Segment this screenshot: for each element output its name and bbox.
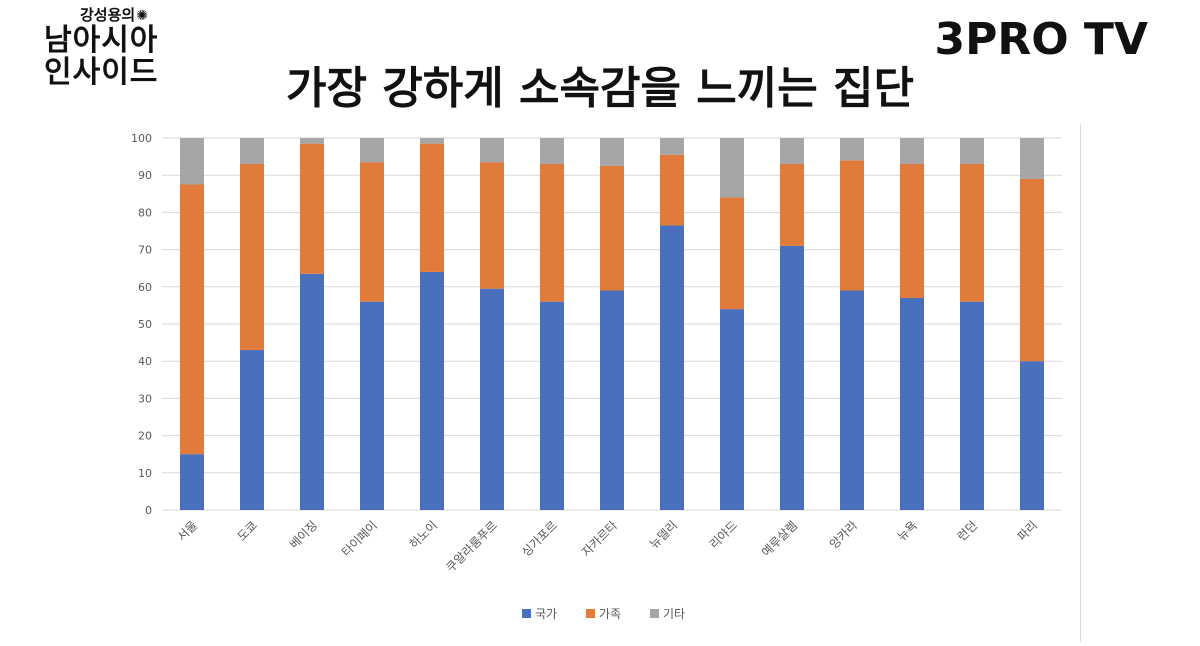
bar-가족-베이징	[300, 143, 324, 274]
x-tick-label: 런던	[955, 518, 981, 544]
legend-label: 국가	[535, 607, 557, 621]
x-tick-label: 타이페이	[339, 518, 380, 559]
logo-left: 강성용의✺ 남아시아 인사이드	[44, 4, 194, 90]
bar-가족-리야드	[720, 197, 744, 310]
bar-기타-하노이	[420, 138, 444, 144]
bar-국가-쿠알라룸푸르	[480, 288, 504, 510]
bar-가족-싱가포르	[540, 164, 564, 302]
y-tick-label: 20	[138, 430, 152, 443]
bar-국가-싱가포르	[540, 301, 564, 510]
bar-가족-타이페이	[360, 162, 384, 302]
bar-국가-예루살렘	[780, 245, 804, 510]
legend-swatch-기타	[650, 609, 659, 618]
x-tick-label: 예루살렘	[759, 518, 800, 559]
bar-가족-앙카라	[840, 160, 864, 291]
bar-국가-앙카라	[840, 290, 864, 510]
x-tick-label: 자카르타	[579, 518, 620, 559]
bar-국가-도쿄	[240, 350, 264, 510]
y-tick-label: 50	[138, 318, 152, 331]
bar-기타-서울	[180, 138, 204, 185]
x-tick-label: 뉴욕	[895, 518, 921, 544]
legend-swatch-가족	[586, 609, 595, 618]
bar-국가-뉴욕	[900, 297, 924, 510]
y-tick-label: 60	[138, 281, 152, 294]
bar-기타-베이징	[300, 138, 324, 144]
x-tick-label: 앙카라	[827, 518, 860, 551]
sun-icon: ✺	[136, 8, 148, 24]
channel-logo: 3PRO TV	[934, 14, 1148, 65]
bar-가족-예루살렘	[780, 164, 804, 246]
bar-가족-서울	[180, 184, 204, 455]
bar-가족-도쿄	[240, 164, 264, 351]
bar-가족-런던	[960, 164, 984, 302]
bar-가족-쿠알라룸푸르	[480, 162, 504, 289]
bar-기타-타이페이	[360, 138, 384, 163]
bar-기타-예루살렘	[780, 138, 804, 165]
bar-국가-런던	[960, 301, 984, 510]
bar-기타-파리	[1020, 138, 1044, 179]
legend-swatch-국가	[522, 609, 531, 618]
x-tick-label: 리야드	[707, 518, 740, 551]
y-tick-label: 90	[138, 169, 152, 182]
legend-label: 기타	[663, 607, 685, 621]
bar-가족-파리	[1020, 178, 1044, 362]
bar-기타-쿠알라룸푸르	[480, 138, 504, 163]
bar-가족-자카르타	[600, 165, 624, 291]
bar-국가-베이징	[300, 273, 324, 510]
y-tick-label: 70	[138, 244, 152, 257]
bar-기타-도쿄	[240, 138, 264, 165]
y-tick-label: 10	[138, 467, 152, 480]
logo-subtitle: 강성용의✺	[80, 6, 148, 24]
chart-container: 0 10 20 30 40 50 60 70 80 90 100 서울 도쿄 베이징 타이페이 하노이 쿠알라룸…	[112, 124, 1081, 642]
y-tick-label: 100	[131, 132, 152, 145]
bar-기타-앙카라	[840, 138, 864, 161]
y-tick-label: 40	[138, 355, 152, 368]
bar-국가-하노이	[420, 271, 444, 510]
bar-기타-자카르타	[600, 138, 624, 166]
bar-국가-타이페이	[360, 301, 384, 510]
x-tick-label: 도쿄	[235, 518, 261, 544]
x-tick-label: 서울	[175, 518, 201, 544]
bar-가족-뉴델리	[660, 154, 684, 226]
y-tick-label: 80	[138, 206, 152, 219]
bar-기타-뉴욕	[900, 138, 924, 165]
bar-기타-뉴델리	[660, 138, 684, 155]
bar-국가-파리	[1020, 361, 1044, 510]
logo-line2: 인사이드	[44, 55, 159, 90]
x-tick-label: 파리	[1015, 518, 1041, 544]
stacked-bar-chart: 0 10 20 30 40 50 60 70 80 90 100 서울 도쿄 베이징 타이페이 하노이 쿠알라룸…	[131, 132, 1062, 621]
bar-국가-자카르타	[600, 290, 624, 510]
logo-line1: 남아시아	[44, 23, 159, 58]
x-tick-label: 싱가포르	[519, 518, 560, 559]
x-tick-label: 하노이	[407, 518, 440, 551]
bar-기타-리야드	[720, 138, 744, 198]
y-tick-label: 0	[145, 504, 152, 517]
bar-가족-하노이	[420, 143, 444, 272]
x-tick-label: 쿠알라룸푸르	[443, 518, 500, 575]
bar-국가-리야드	[720, 309, 744, 510]
bar-기타-런던	[960, 138, 984, 165]
bar-가족-뉴욕	[900, 164, 924, 298]
x-tick-label: 뉴델리	[647, 518, 680, 551]
legend-label: 가족	[599, 607, 621, 621]
bar-기타-싱가포르	[540, 138, 564, 165]
x-tick-label: 베이징	[287, 518, 320, 551]
bar-국가-서울	[180, 454, 204, 510]
y-tick-label: 30	[138, 392, 152, 405]
page-title: 가장 강하게 소속감을 느끼는 집단	[286, 63, 914, 114]
bar-국가-뉴델리	[660, 225, 684, 511]
